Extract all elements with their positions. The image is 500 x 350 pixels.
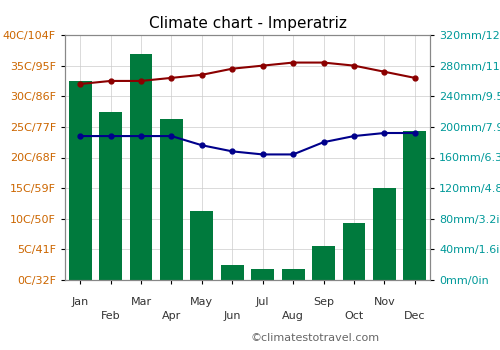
Text: Mar: Mar [130,297,152,307]
Bar [130,54,152,280]
Title: Climate chart - Imperatriz: Climate chart - Imperatriz [148,16,346,31]
Bar [282,268,304,280]
Text: Dec: Dec [404,310,425,321]
Text: Jun: Jun [224,310,241,321]
Text: Oct: Oct [344,310,364,321]
Text: May: May [190,297,214,307]
Text: Aug: Aug [282,310,304,321]
Text: Jul: Jul [256,297,270,307]
Bar [312,246,335,280]
Text: Nov: Nov [374,297,395,307]
Bar [221,265,244,280]
Bar [342,223,365,280]
Bar [190,211,214,280]
Text: Feb: Feb [101,310,120,321]
Text: Apr: Apr [162,310,181,321]
Text: ©climatestotravel.com: ©climatestotravel.com [250,333,379,343]
Bar [252,268,274,280]
Text: Sep: Sep [313,297,334,307]
Bar [160,119,183,280]
Bar [404,131,426,280]
Bar [69,81,92,280]
Bar [99,112,122,280]
Bar [373,188,396,280]
Text: Jan: Jan [72,297,89,307]
